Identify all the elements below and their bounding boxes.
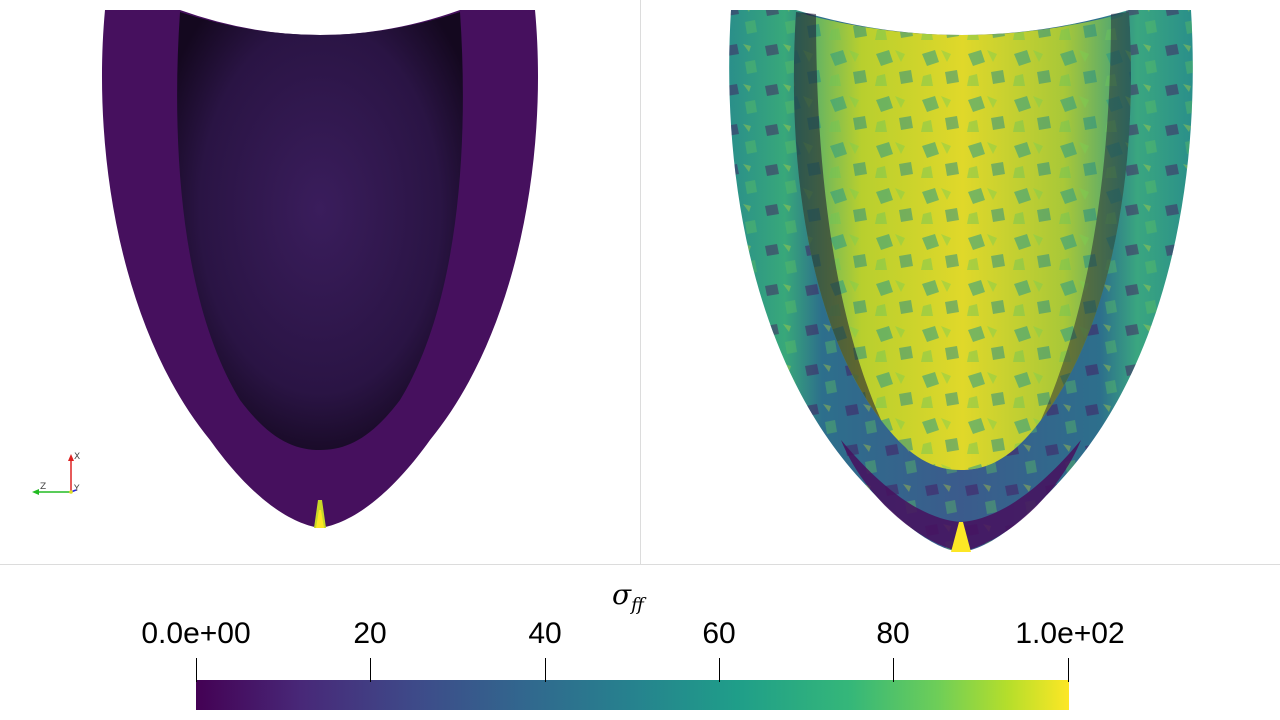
colorbar-tick-label: 1.0e+02 <box>1015 617 1125 650</box>
colorbar-tick-label: 20 <box>353 617 387 650</box>
colorbar-gradient <box>196 680 1069 710</box>
colorbar-tick <box>1068 658 1069 682</box>
colorbar-title: σff <box>612 578 644 616</box>
colorbar-tick <box>370 658 371 682</box>
left-ventricle-mesh-low-stress <box>101 10 539 528</box>
colorbar-tick <box>545 658 546 682</box>
colorbar-title-symbol: σ <box>612 578 632 611</box>
left-render-viewport[interactable]: X Y Z <box>0 0 640 564</box>
viewport-divider-vertical[interactable] <box>640 0 641 564</box>
colorbar-tick <box>893 658 894 682</box>
right-render-viewport[interactable] <box>641 0 1280 564</box>
colorbar-tick-label: 40 <box>528 617 562 650</box>
colorbar-tick-label: 60 <box>702 617 736 650</box>
axis-y-label: Y <box>74 484 80 494</box>
left-ventricle-mesh-high-stress <box>729 10 1193 552</box>
orientation-axes-widget: X Y Z <box>30 450 86 502</box>
axis-x-label: X <box>74 452 81 462</box>
colorbar-tick <box>719 658 720 682</box>
viewport-divider-horizontal[interactable] <box>0 564 1280 565</box>
colorbar-tick-label: 80 <box>876 617 910 650</box>
axis-z-label: Z <box>40 482 47 492</box>
colorbar-tick-label: 0.0e+00 <box>141 617 251 650</box>
colorbar-title-subscript: ff <box>631 594 644 616</box>
colorbar-tick <box>196 658 197 682</box>
